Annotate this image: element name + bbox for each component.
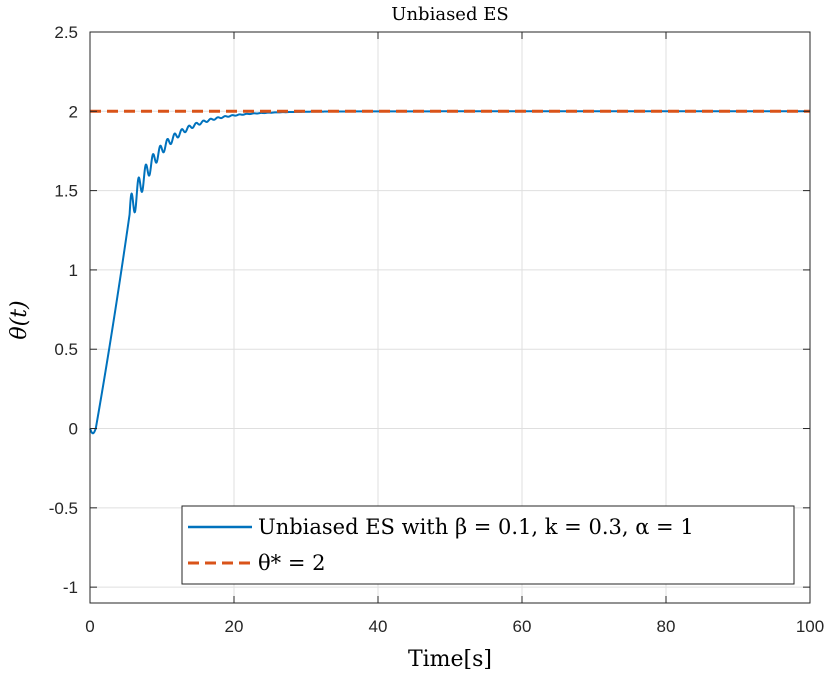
chart-title: Unbiased ES: [391, 4, 508, 25]
legend: Unbiased ES with β = 0.1, k = 0.3, α = 1…: [181, 505, 795, 585]
y-tick-label: 0: [69, 420, 78, 439]
x-tick-label: 100: [796, 617, 824, 636]
x-tick-label: 40: [369, 617, 388, 636]
plot-area: [89, 109, 810, 435]
x-tick-label: 20: [225, 617, 244, 636]
x-axis-label: Time[s]: [408, 647, 492, 672]
legend-label-series-1: Unbiased ES with β = 0.1, k = 0.3, α = 1: [258, 515, 694, 539]
y-tick-label: -0.5: [49, 499, 78, 518]
x-tick-label: 80: [657, 617, 676, 636]
legend-label-series-2: θ* = 2: [258, 551, 325, 575]
y-axis-label: θ(t): [7, 300, 32, 339]
legend-box: [181, 505, 795, 585]
x-tick-label: 60: [513, 617, 532, 636]
series-line-unbiased-es: [89, 110, 810, 435]
y-tick-label: 2: [69, 102, 78, 121]
x-tick-labels: 0 20 40 60 80 100: [85, 617, 824, 636]
tick-marks: [89, 31, 811, 603]
x-tick-label: 0: [85, 617, 94, 636]
y-tick-label: 2.5: [54, 23, 78, 42]
y-tick-label: 1.5: [54, 182, 78, 201]
y-tick-label: -1: [63, 578, 78, 597]
y-tick-label: 1: [69, 261, 78, 280]
y-tick-label: 0.5: [54, 340, 78, 359]
y-tick-labels: -1 -0.5 0 0.5 1 1.5 2 2.5: [49, 23, 78, 597]
axes-box: [89, 31, 811, 604]
